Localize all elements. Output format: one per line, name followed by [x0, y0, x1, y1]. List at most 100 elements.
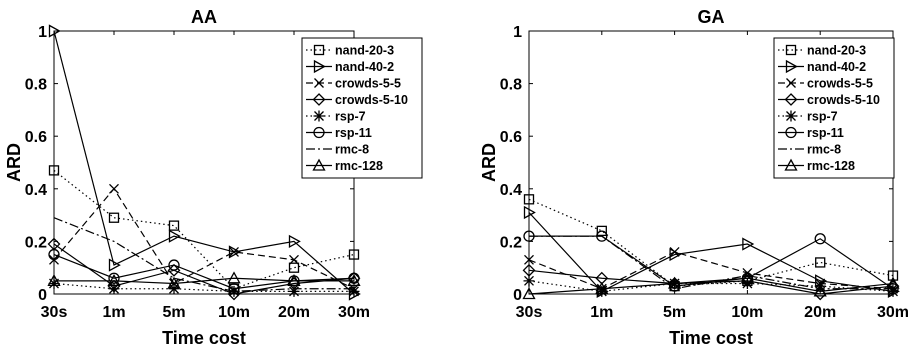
legend-marker	[785, 59, 798, 74]
x-tick-label: 30s	[516, 304, 543, 321]
data-point	[524, 254, 534, 265]
data-point	[523, 194, 535, 205]
legend-label: rmc-128	[335, 159, 383, 173]
data-point	[48, 165, 60, 176]
legend-label: nand-20-3	[335, 44, 394, 58]
data-point	[348, 272, 360, 284]
y-tick-label: 0.2	[25, 234, 47, 251]
data-point	[47, 274, 61, 287]
legend-marker	[312, 158, 326, 171]
y-tick-label: 0.8	[500, 77, 522, 94]
legend-marker	[784, 158, 798, 171]
legend-label: rmc-8	[807, 143, 841, 157]
series-crowds-5-5	[524, 246, 898, 294]
series-line	[53, 169, 355, 290]
series-rmc-8	[53, 217, 354, 292]
data-point	[348, 249, 360, 260]
y-tick-label: 0.4	[500, 182, 522, 199]
legend-label: crowds-5-5	[335, 77, 401, 91]
series-rmc-128	[47, 271, 361, 289]
series-line	[53, 243, 355, 295]
data-point	[168, 229, 181, 243]
legend-marker	[786, 78, 796, 88]
data-point	[742, 237, 755, 251]
legend-label: rmc-8	[335, 143, 369, 157]
data-point	[523, 205, 536, 220]
data-point	[168, 283, 180, 295]
legend-label: nand-40-2	[807, 60, 866, 74]
series-rmc-128	[522, 271, 900, 300]
data-point	[595, 281, 609, 294]
series-rmc-8	[529, 235, 893, 290]
x-axis-label: Time cost	[669, 328, 753, 348]
legend-label: rsp-11	[807, 126, 844, 140]
x-tick-label: 1m	[590, 304, 613, 321]
series-line	[53, 217, 354, 292]
legend-label: nand-40-2	[335, 60, 394, 74]
data-point	[108, 283, 120, 295]
data-point	[228, 283, 240, 295]
data-point	[596, 285, 608, 297]
legend-label: rsp-7	[807, 110, 838, 124]
legend-marker	[314, 78, 324, 88]
y-tick-label: 0.8	[25, 77, 47, 94]
y-tick-label: 1	[38, 24, 47, 41]
x-tick-label: 30m	[338, 304, 370, 321]
data-point	[815, 257, 826, 268]
data-point	[813, 284, 827, 297]
y-axis-label: ARD	[479, 143, 499, 182]
legend-marker	[785, 110, 797, 122]
legend-label: crowds-5-5	[807, 77, 873, 91]
series-line	[528, 212, 894, 293]
chart-panel-ga: 0 0.2 0.4 0.6 0.8 1 30s 1m 5m 10m 20m 30m GA Time cos…	[479, 7, 909, 348]
data-point	[887, 285, 899, 297]
series-line	[528, 277, 894, 295]
legend-box	[301, 37, 423, 179]
data-point	[668, 276, 682, 289]
data-point	[229, 246, 239, 257]
x-tick-label: 5m	[663, 304, 686, 321]
legend-marker	[312, 93, 326, 106]
legend-marker	[313, 44, 325, 56]
x-axis-label: Time cost	[162, 328, 246, 348]
legend-marker	[313, 59, 326, 74]
data-point	[348, 285, 360, 297]
y-tick-label: 1	[513, 24, 522, 41]
series-line	[528, 198, 894, 287]
x-tick-label: 30s	[41, 304, 68, 321]
data-point	[227, 271, 241, 284]
data-point	[107, 274, 121, 287]
data-point	[48, 248, 60, 261]
data-point	[167, 276, 181, 289]
data-point	[886, 276, 900, 289]
legend-label: crowds-5-10	[335, 93, 408, 107]
legend-label: rsp-11	[335, 126, 372, 140]
data-point	[740, 271, 754, 284]
series-line	[53, 30, 355, 295]
legend: nand-20-3 nand-40-2 crowds-5-5 crowds-5-10 r…	[773, 37, 895, 179]
y-tick-label: 0.6	[25, 129, 47, 146]
x-tick-label: 10m	[218, 304, 250, 321]
legend-marker	[785, 126, 797, 139]
chart-title: AA	[191, 7, 217, 27]
data-point	[48, 277, 60, 289]
data-point	[288, 285, 300, 297]
series-line	[53, 253, 355, 290]
data-point	[168, 220, 180, 231]
series-line	[53, 187, 355, 290]
y-tick-label: 0.6	[500, 129, 522, 146]
data-point	[814, 233, 826, 245]
data-point	[228, 285, 240, 297]
chart-panel-aa: 0 0.2 0.4 0.6 0.8 1 30s 1m 5m 10m 20m 30m AA Time cos…	[4, 7, 423, 348]
legend-label: crowds-5-10	[807, 93, 880, 107]
data-point	[288, 234, 301, 248]
legend-marker	[784, 93, 798, 106]
series-line	[54, 277, 354, 285]
data-point	[347, 274, 361, 287]
data-point	[228, 245, 241, 259]
legend-box	[773, 37, 895, 179]
data-point	[669, 246, 680, 257]
data-point	[109, 183, 119, 194]
data-point	[523, 275, 535, 287]
data-point	[288, 262, 300, 273]
